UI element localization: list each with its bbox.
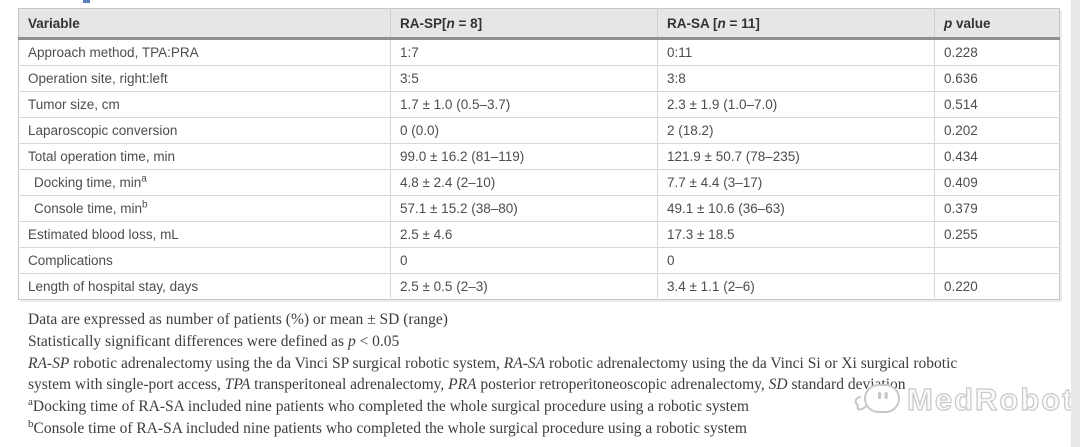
table-row: Operation site, right:left 3:5 3:8 0.636 [18,65,1060,92]
cell-ra-sp: 2.5 ± 0.5 (2–3) [390,273,658,300]
clipped-text-artifact [83,0,90,3]
footnote-line: bConsole time of RA-SA included nine pat… [28,417,747,437]
cell-variable: Length of hospital stay, days [18,273,391,300]
table-row: Tumor size, cm 1.7 ± 1.0 (0.5–3.7) 2.3 ± 1… [18,91,1060,118]
cell-ra-sp: 4.8 ± 2.4 (2–10) [390,169,658,196]
cell-p-value: 0.514 [934,91,1060,118]
cell-variable: Console time, minb [18,195,391,222]
footnote-line: RA-SP robotic adrenalectomy using the da… [28,354,958,372]
cell-p-value: 0.636 [934,65,1060,92]
cell-variable: Complications [18,247,391,274]
cell-ra-sp: 0 (0.0) [390,117,658,144]
table-row: Total operation time, min 99.0 ± 16.2 (81… [18,143,1060,170]
cell-ra-sa: 49.1 ± 10.6 (36–63) [657,195,935,222]
comparison-table: Variable RA-SP[n = 8] RA-SA [n = 11] p v… [18,8,1060,300]
cell-ra-sa: 2.3 ± 1.9 (1.0–7.0) [657,91,935,118]
footnotes: Data are expressed as number of patients… [28,309,1048,440]
cell-p-value: 0.255 [934,221,1060,248]
cell-ra-sa: 7.7 ± 4.4 (3–17) [657,169,935,196]
cell-ra-sp: 1.7 ± 1.0 (0.5–3.7) [390,91,658,118]
footnote-line: aDocking time of RA-SA included nine pat… [28,396,749,416]
cell-p-value: 0.379 [934,195,1060,222]
footnote-line: Statistically significant differences we… [28,332,400,350]
footnote-line: system with single-port access, TPA tran… [28,376,906,394]
cell-variable: Estimated blood loss, mL [18,221,391,248]
cell-ra-sa: 0 [657,247,935,274]
table-row: Approach method, TPA:PRA 1:7 0:11 0.228 [19,38,1060,66]
right-edge-strip [1071,0,1080,447]
cell-ra-sp: 3:5 [390,65,658,92]
table-body: Approach method, TPA:PRA 1:7 0:11 0.228 Oper… [18,38,1060,300]
table-row: Console time, minb 57.1 ± 15.2 (38–80) 49.… [18,195,1060,222]
cell-ra-sa: 0:11 [657,38,935,66]
cell-p-value: 0.220 [934,273,1060,300]
table-header: Variable RA-SP[n = 8] RA-SA [n = 11] p v… [18,8,1060,40]
table-row: Docking time, mina 4.8 ± 2.4 (2–10) 7.7 ± … [18,169,1060,196]
header-variable: Variable [18,8,391,40]
cell-ra-sp: 0 [390,247,658,274]
cell-ra-sa: 121.9 ± 50.7 (78–235) [657,143,935,170]
header-p-value: p value [934,8,1060,40]
table-row: Length of hospital stay, days 2.5 ± 0.5 (… [18,273,1060,300]
cell-ra-sa: 17.3 ± 18.5 [657,221,935,248]
cell-variable: Operation site, right:left [18,65,391,92]
cell-variable: Total operation time, min [18,143,391,170]
table-row: Laparoscopic conversion 0 (0.0) 2 (18.2) 0.… [18,117,1060,144]
cell-ra-sa: 3.4 ± 1.1 (2–6) [657,273,935,300]
table-row: Complications 0 0 [18,247,1060,274]
cell-p-value: 0.228 [934,38,1060,66]
cell-variable: Docking time, mina [18,169,391,196]
cell-variable: Laparoscopic conversion [18,117,391,144]
table-row: Estimated blood loss, mL 2.5 ± 4.6 17.3 ± … [18,221,1060,248]
cell-p-value: 0.409 [934,169,1060,196]
cell-ra-sa: 2 (18.2) [657,117,935,144]
cell-ra-sp: 57.1 ± 15.2 (38–80) [390,195,658,222]
cell-variable: Approach method, TPA:PRA [28,45,199,60]
header-ra-sa: RA-SA [n = 11] [657,8,935,40]
header-ra-sp: RA-SP[n = 8] [390,8,658,40]
cell-ra-sa: 3:8 [657,65,935,92]
cell-p-value: 0.434 [934,143,1060,170]
cell-p-value: 0.202 [934,117,1060,144]
header-row: Variable RA-SP[n = 8] RA-SA [n = 11] p v… [18,8,1060,40]
cell-p-value [934,247,1060,274]
cell-ra-sp: 2.5 ± 4.6 [390,221,658,248]
cell-ra-sp: 1:7 [390,38,658,66]
cell-ra-sp: 99.0 ± 16.2 (81–119) [390,143,658,170]
cell-variable: Tumor size, cm [18,91,391,118]
footnote-line: Data are expressed as number of patients… [28,311,448,328]
